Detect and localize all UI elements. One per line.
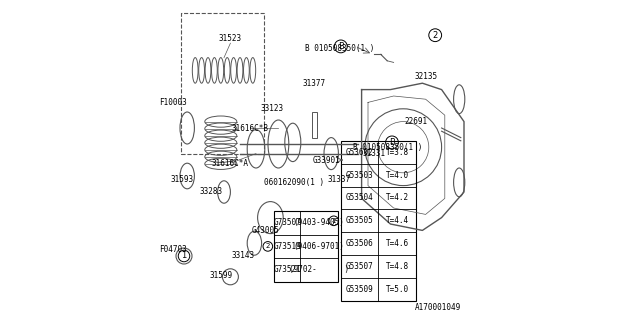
Text: 31599: 31599: [209, 271, 232, 280]
Text: T=3.8: T=3.8: [386, 148, 409, 157]
Text: (9403-9405): (9403-9405): [294, 219, 344, 228]
Text: 31377: 31377: [302, 79, 325, 88]
Text: G53506: G53506: [346, 239, 374, 248]
Text: 31593: 31593: [171, 175, 194, 184]
Text: 1: 1: [181, 252, 187, 260]
Text: 31337: 31337: [328, 175, 351, 184]
Text: 33143: 33143: [232, 252, 255, 260]
Text: 31523: 31523: [219, 34, 242, 43]
Text: G53504: G53504: [346, 194, 374, 203]
Text: G53509: G53509: [346, 285, 374, 294]
Text: B 010508350(1 ): B 010508350(1 ): [305, 44, 374, 52]
Bar: [312, 112, 317, 138]
Text: G53505: G53505: [346, 216, 374, 225]
Text: B: B: [389, 138, 395, 147]
Text: 31616C*B: 31616C*B: [231, 124, 268, 132]
Text: 060162090(1 ): 060162090(1 ): [264, 178, 324, 187]
Text: G43005: G43005: [252, 226, 280, 235]
Text: B: B: [338, 42, 344, 51]
Text: 2: 2: [266, 244, 270, 249]
Text: G53507: G53507: [346, 262, 374, 271]
Text: G53503: G53503: [346, 171, 374, 180]
Text: A170001049: A170001049: [415, 303, 461, 312]
Text: 1: 1: [332, 218, 336, 224]
Text: T=4.4: T=4.4: [386, 216, 409, 225]
Bar: [181, 13, 264, 154]
Text: T=4.6: T=4.6: [386, 239, 409, 248]
Text: G73519: G73519: [273, 242, 301, 251]
Text: 22691: 22691: [404, 117, 428, 126]
Text: T=4.8: T=4.8: [386, 262, 409, 271]
Text: T=4.0: T=4.0: [386, 171, 409, 180]
Text: F10003: F10003: [159, 98, 187, 107]
Text: G33901: G33901: [312, 156, 340, 164]
Text: G73521: G73521: [273, 265, 301, 274]
Text: 31616C*A: 31616C*A: [212, 159, 249, 168]
Text: (9406-9701): (9406-9701): [294, 242, 344, 251]
Text: G53602: G53602: [346, 148, 374, 157]
Bar: [340, 141, 416, 301]
Text: 2: 2: [433, 31, 438, 40]
Text: (9702-      ): (9702- ): [289, 265, 349, 274]
Text: 32135: 32135: [414, 72, 437, 81]
Bar: [274, 211, 338, 282]
Text: 33123: 33123: [260, 104, 284, 113]
Text: 31331: 31331: [363, 149, 386, 158]
Text: F04703: F04703: [159, 245, 187, 254]
Text: T=4.2: T=4.2: [386, 194, 409, 203]
Text: G73507: G73507: [273, 219, 301, 228]
Text: T=5.0: T=5.0: [386, 285, 409, 294]
Text: B 010508350(1 ): B 010508350(1 ): [353, 143, 422, 152]
Text: 33283: 33283: [200, 188, 223, 196]
